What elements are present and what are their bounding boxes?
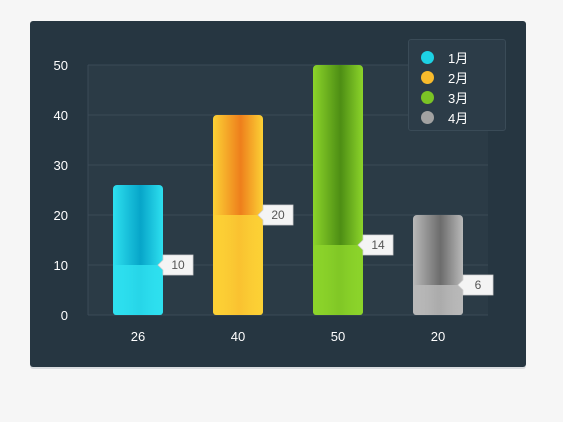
- y-tick-label: 40: [54, 108, 68, 123]
- x-tick-label: 20: [431, 329, 445, 344]
- y-tick-label: 20: [54, 208, 68, 223]
- bar-inner[interactable]: [213, 215, 263, 315]
- y-tick-label: 30: [54, 158, 68, 173]
- tooltip-value: 10: [171, 258, 185, 272]
- data-tooltip: 10: [157, 254, 194, 276]
- legend-swatch: [421, 90, 434, 104]
- legend-swatch: [421, 110, 434, 124]
- data-tooltip: 6: [457, 274, 494, 296]
- bar-layer: [113, 65, 463, 315]
- tooltip-value: 20: [271, 208, 285, 222]
- data-tooltip: 20: [257, 204, 294, 226]
- x-tick-label: 50: [331, 329, 345, 344]
- x-tick-label: 40: [231, 329, 245, 344]
- legend-item[interactable]: 2月: [421, 67, 468, 87]
- data-tooltip: 14: [357, 234, 394, 256]
- bar-inner[interactable]: [413, 285, 463, 315]
- axis-layer: 0 10 20 30 40 50 26 40 50 20: [54, 58, 446, 344]
- chart-card: 10 20 14 6 0 10 20 30 40 50 26 40 50 20 1月 2月 3月 4月: [30, 21, 526, 367]
- bar-inner[interactable]: [113, 265, 163, 315]
- legend-label: 3月: [448, 90, 469, 106]
- legend-label: 1月: [448, 50, 469, 66]
- legend-item[interactable]: 1月: [421, 47, 468, 67]
- tooltip-value: 6: [475, 278, 482, 292]
- legend-swatch: [421, 50, 434, 64]
- legend-item[interactable]: 3月: [421, 87, 468, 107]
- legend-label: 2月: [448, 70, 469, 86]
- legend-swatch: [421, 70, 434, 84]
- bar-inner[interactable]: [313, 245, 363, 315]
- legend: 1月 2月 3月 4月: [408, 39, 506, 131]
- y-tick-label: 0: [61, 308, 68, 323]
- tooltip-value: 14: [371, 238, 385, 252]
- tooltip-layer: 10 20 14 6: [157, 204, 494, 296]
- y-tick-label: 10: [54, 258, 68, 273]
- x-tick-label: 26: [131, 329, 145, 344]
- legend-label: 4月: [448, 110, 469, 126]
- legend-item[interactable]: 4月: [421, 107, 468, 127]
- y-tick-label: 50: [54, 58, 68, 73]
